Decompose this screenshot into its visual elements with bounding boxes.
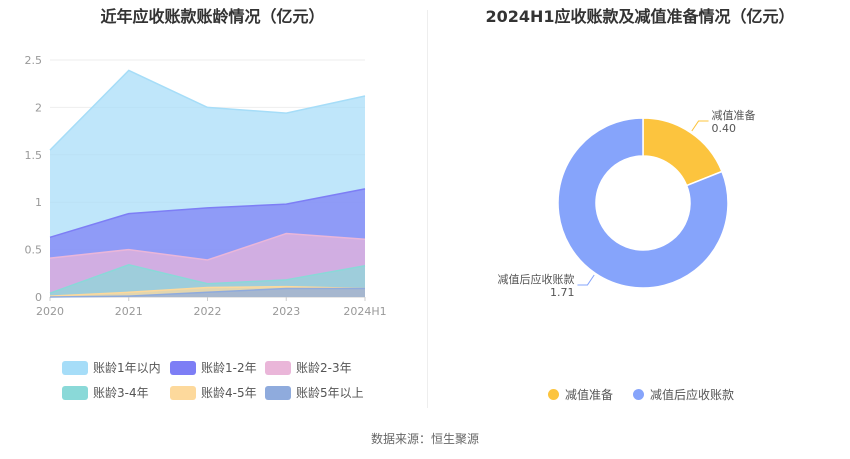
legend-label: 账龄3-4年 — [93, 386, 149, 400]
legend-label: 账龄2-3年 — [296, 361, 352, 375]
legend-item[interactable]: 账龄1-2年 — [170, 359, 257, 376]
area-series-line — [49, 232, 366, 261]
impairment-chart-panel: 2024H1应收账款及减值准备情况（亿元） 减值准备 0.40 减值后应收账款 1.7… — [430, 0, 850, 420]
x-tick-label: 2021 — [115, 305, 143, 318]
slice-name-label: 减值准备 — [712, 108, 756, 122]
legend-item[interactable]: 账龄1年以内 — [62, 359, 161, 376]
x-tick-label: 2022 — [194, 305, 222, 318]
legend-swatch — [62, 360, 88, 375]
area-series-line — [49, 264, 366, 294]
area-series-line — [49, 188, 366, 239]
x-tick-label: 2020 — [36, 305, 64, 318]
x-tick-label: 2024H1 — [343, 305, 386, 318]
area-series-line — [49, 287, 365, 298]
aging-chart-title: 近年应收账款账龄情况（亿元） — [100, 7, 325, 26]
aging-chart-panel: 近年应收账款账龄情况（亿元） 0 0.5 1 1.5 2 2.5 2020 2021 2022 2… — [0, 0, 425, 420]
legend-item[interactable]: 账龄4-5年 — [170, 384, 257, 401]
donut-slice — [557, 117, 729, 289]
area-series-line — [49, 69, 366, 151]
slice-leader-line — [691, 120, 709, 132]
legend-item[interactable]: 减值准备 — [548, 386, 613, 403]
x-tick-label: 2023 — [272, 305, 300, 318]
y-tick-label: 0 — [35, 291, 42, 304]
legend-swatch — [265, 385, 291, 400]
legend-dot — [548, 389, 559, 400]
y-tick-label: 1.5 — [25, 149, 43, 162]
data-source-note: 数据来源：恒生聚源 — [370, 432, 479, 446]
y-tick-label: 2.5 — [25, 54, 43, 67]
legend-item[interactable]: 账龄2-3年 — [265, 359, 352, 376]
y-tick-label: 2 — [35, 101, 42, 114]
legend-label: 减值后应收账款 — [650, 388, 735, 402]
legend-swatch — [170, 385, 196, 400]
slice-name-label: 减值后应收账款 — [497, 272, 574, 286]
legend-swatch — [170, 360, 196, 375]
legend-dot — [633, 389, 644, 400]
legend-swatch — [265, 360, 291, 375]
legend-label: 账龄4-5年 — [201, 386, 257, 400]
aging-area-chart: 0 0.5 1 1.5 2 2.5 2020 2021 2022 2023 2024H1 — [25, 54, 387, 318]
legend-label: 账龄1年以内 — [93, 361, 161, 375]
legend-item[interactable]: 账龄5年以上 — [265, 384, 364, 401]
y-tick-label: 1 — [35, 196, 42, 209]
impairment-chart-title: 2024H1应收账款及减值准备情况（亿元） — [485, 7, 795, 26]
legend-label: 账龄5年以上 — [296, 386, 364, 400]
slice-leader-line — [577, 274, 595, 286]
legend-label: 账龄1-2年 — [201, 361, 257, 375]
legend-item[interactable]: 减值后应收账款 — [633, 386, 734, 403]
slice-value-label: 1.71 — [550, 286, 575, 299]
area-series-line — [49, 285, 366, 297]
legend-item[interactable]: 账龄3-4年 — [62, 384, 149, 401]
legend-swatch — [62, 385, 88, 400]
panel-divider — [427, 10, 428, 408]
legend-label: 减值准备 — [565, 388, 614, 402]
slice-value-label: 0.40 — [712, 122, 737, 135]
y-tick-label: 0.5 — [25, 244, 43, 257]
